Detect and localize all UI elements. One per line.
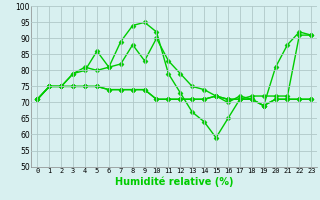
X-axis label: Humidité relative (%): Humidité relative (%) [115, 177, 234, 187]
